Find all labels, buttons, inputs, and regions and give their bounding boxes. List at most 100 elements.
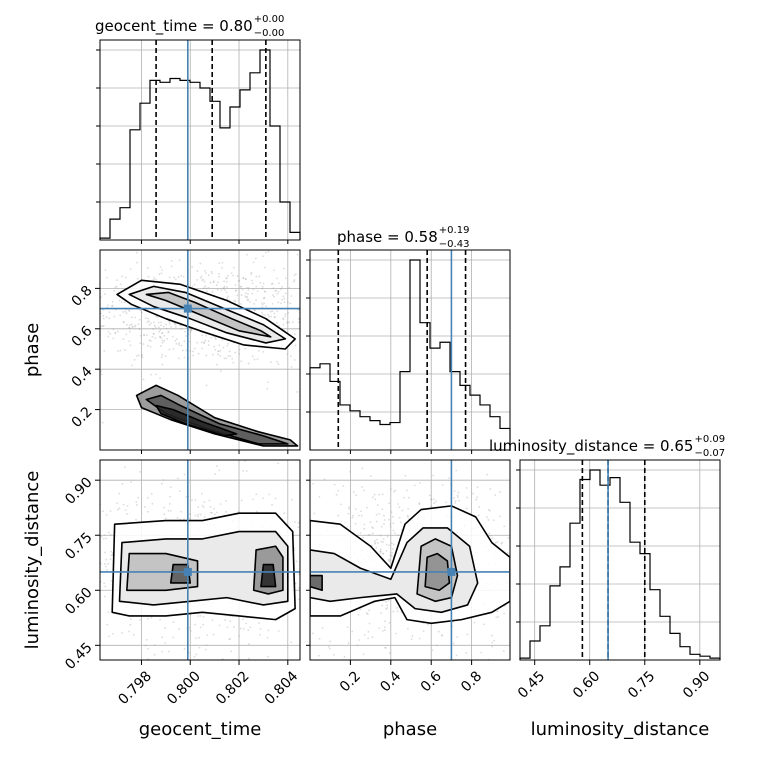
pair-0-sample [173, 322, 176, 325]
pair-2-sample [396, 607, 398, 609]
pair-0-sample [262, 350, 264, 353]
pair-2-sample [354, 508, 357, 511]
pair-0-sample [321, 290, 323, 292]
pair-1-sample [224, 619, 227, 621]
pair-0-sample [273, 316, 276, 319]
pair-2-sample [406, 489, 408, 492]
panel-frame-1-1 [309, 249, 511, 451]
pair-0-sample [172, 348, 175, 350]
pair-2-sample [407, 507, 410, 510]
pair-0-sample [175, 342, 178, 345]
pair-2-sample [494, 541, 497, 544]
pair-0-sample [211, 272, 213, 275]
pair-0-sample [139, 334, 142, 337]
pair-0-sample [156, 316, 159, 318]
pair-0-sample [192, 350, 194, 353]
pair-1-sample [66, 521, 68, 523]
pair-2-sample [372, 527, 374, 529]
pair-2-sample [392, 610, 395, 613]
pair-0-sample [158, 330, 161, 333]
ytick-label-luminosity_distance-3: 0.90 [62, 475, 95, 508]
pair-1-sample [293, 521, 296, 523]
pair-2-sample [246, 494, 248, 496]
pair-2-sample [495, 678, 497, 680]
pair-1-sample [48, 563, 50, 565]
pair-2-sample [367, 637, 369, 640]
panel-frame-1-2 [309, 459, 511, 661]
pair-1-sample [89, 582, 91, 584]
pair-0-sample [128, 340, 131, 343]
pair-1-sample [176, 517, 179, 519]
pair-0-sample [196, 341, 199, 344]
pair-1-sample [65, 528, 67, 530]
pair-0-contour-5 [155, 404, 238, 437]
pair-0-sample [134, 325, 136, 328]
pair-0-sample [244, 347, 247, 350]
pair-2-sample [347, 507, 350, 510]
pair-1-sample [185, 495, 188, 498]
pair-1-sample [153, 653, 156, 656]
pair-2-sample [380, 612, 382, 615]
pair-0-sample [227, 295, 230, 298]
title-geocent_time-plus: +0.00 [254, 14, 285, 25]
pair-0-sample [400, 319, 402, 321]
pair-2-sample [483, 623, 485, 626]
pair-0-sample [247, 298, 250, 301]
pair-0-sample [118, 299, 121, 302]
pair-0-sample [272, 294, 274, 296]
pair-1-sample [102, 510, 104, 513]
pair-0-sample [134, 316, 137, 319]
pair-2-sample [594, 551, 596, 553]
pair-0-sample [178, 357, 180, 360]
pair-0-sample [107, 335, 110, 338]
pair-2-sample [486, 473, 488, 476]
pair-1-sample [268, 493, 271, 496]
ytick-label-luminosity_distance-1: 0.60 [62, 585, 95, 618]
pair-0-sample [90, 321, 92, 323]
pair-2-sample [476, 496, 478, 499]
pair-1-sample [135, 501, 138, 503]
pair-0-sample [334, 264, 336, 266]
pair-1-sample [203, 516, 206, 519]
pair-1-sample [259, 633, 262, 636]
pair-1-sample [82, 564, 84, 566]
pair-1-sample [225, 511, 227, 513]
pair-0-sample [151, 335, 154, 338]
pair-2-sample [370, 475, 372, 478]
pair-0-sample [205, 272, 207, 274]
panel-frame-0-2 [99, 459, 301, 661]
pair-1-sample [109, 558, 112, 561]
pair-1-sample [104, 551, 106, 554]
pair-1-sample [219, 503, 222, 505]
pair-2-sample [388, 544, 390, 547]
pair-0-sample [168, 276, 171, 279]
pair-2-sample [362, 536, 365, 539]
pair-2-sample [476, 486, 479, 489]
pair-0-sample [138, 328, 141, 330]
pair-2-sample [385, 549, 388, 552]
pair-2-sample [328, 647, 331, 650]
pair-0-sample [159, 377, 161, 379]
pair-1-sample [193, 655, 196, 658]
pair-2-sample [257, 486, 259, 488]
pair-2-sample [496, 610, 499, 613]
pair-2-sample [503, 525, 506, 528]
pair-0-sample [303, 257, 305, 259]
pair-2-sample [363, 523, 366, 526]
pair-2-sample [361, 467, 364, 470]
pair-2-sample [444, 665, 446, 667]
pair-2-sample [586, 538, 588, 540]
pair-1-sample [153, 644, 156, 646]
pair-0-sample [129, 344, 132, 347]
pair-0-sample [168, 348, 171, 351]
pair-0-sample [262, 255, 264, 257]
pair-0-sample [62, 302, 64, 304]
pair-1-sample [216, 511, 218, 514]
pair-0-sample [131, 326, 134, 328]
pair-0-sample [286, 322, 289, 325]
pair-2-sample [452, 642, 455, 645]
pair-1-sample [70, 573, 72, 575]
pair-2-sample [573, 594, 575, 596]
pair-2-sample [304, 553, 306, 555]
pair-0-sample [159, 335, 162, 338]
